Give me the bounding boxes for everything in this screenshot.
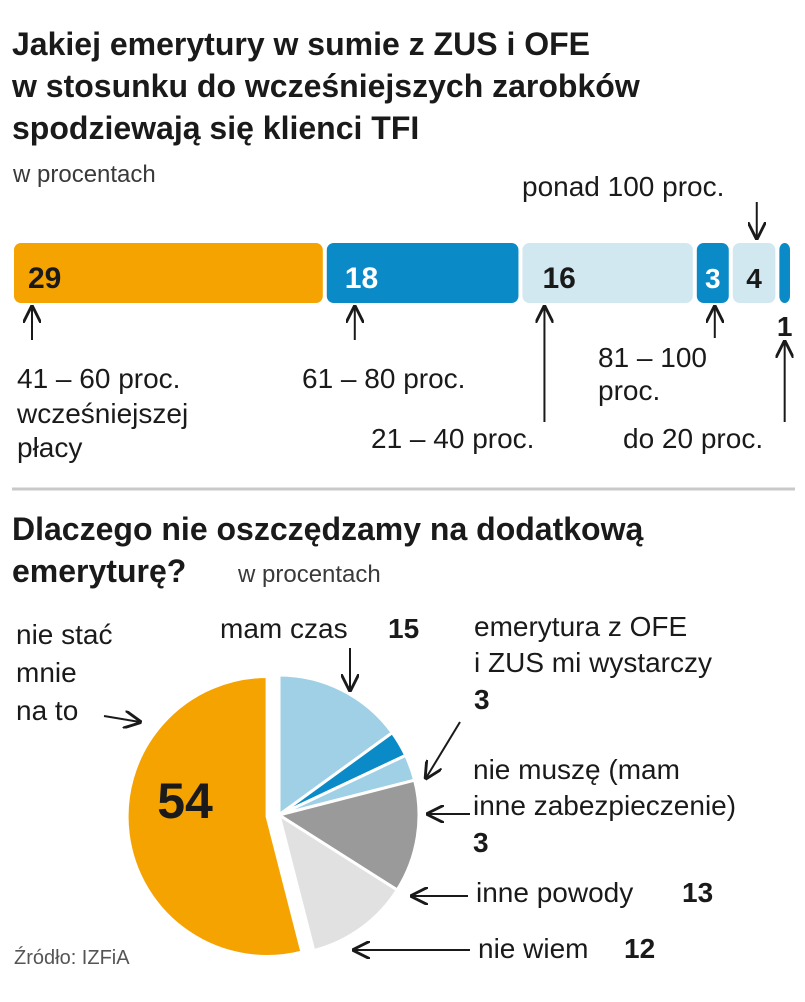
bar-category-label: 21 – 40 proc. <box>371 423 534 454</box>
pie-slice-6 <box>276 811 400 953</box>
pie-slice-1 <box>125 675 304 958</box>
bar-value-label: 4 <box>746 263 762 294</box>
pie-slice-label: inne zabezpieczenie) <box>473 790 736 821</box>
pie-chart-subtitle: w procentach <box>237 561 381 588</box>
pie-arrows <box>103 648 470 950</box>
bar-category-label: ponad 100 proc. <box>522 171 724 202</box>
bar-value-label: 3 <box>705 263 721 294</box>
bar-value-label: 1 <box>777 311 793 342</box>
pie-labels: 54 nie stać mnie na to mam czas 15 emerytura z… <box>16 611 736 964</box>
bar-chart-subtitle: w procentach <box>12 161 156 188</box>
pie-slice-label: nie stać <box>16 619 113 650</box>
bar-chart-title-line-2: w stosunku do wcześniejszych zarobków <box>11 68 640 104</box>
pie-slice-label: mnie <box>16 657 77 688</box>
bar-arrows <box>32 202 785 422</box>
pie-value-label: 3 <box>474 684 490 715</box>
pie-slice-label: nie muszę (mam <box>473 754 680 785</box>
bar-segment-3 <box>522 243 693 303</box>
bar-value-label: 16 <box>542 262 575 295</box>
bar-category-label: 41 – 60 proc. <box>17 363 180 394</box>
pie-slice-label: mam czas <box>220 613 348 644</box>
pie-chart: Dlaczego nie oszczędzamy na dodatkową em… <box>12 511 736 964</box>
bar-category-label: do 20 proc. <box>623 423 763 454</box>
bar-segment-1 <box>14 243 323 303</box>
pie-chart-title-line-1: Dlaczego nie oszczędzamy na dodatkową <box>12 511 643 547</box>
bar-category-label: 81 – 100 <box>598 342 707 373</box>
pie-value-label: 12 <box>624 933 655 964</box>
pie-slice-label: na to <box>16 695 78 726</box>
bar-segment-4 <box>696 243 729 303</box>
bar-chart-title-line-1: Jakiej emerytury w sumie z ZUS i OFE <box>12 26 590 62</box>
bar-category-label: wcześniejszej <box>16 398 188 429</box>
bar-segment-2 <box>326 243 519 303</box>
bar-chart-title-line-3: spodziewają się klienci TFI <box>12 110 419 146</box>
bar-segment-6 <box>779 243 790 303</box>
bar-category-label: proc. <box>598 375 660 406</box>
pie-slice-label: nie wiem <box>478 933 588 964</box>
pie-slice-5 <box>275 778 421 893</box>
pie-slice-label: i ZUS mi wystarczy <box>474 647 712 678</box>
arrow-icon <box>426 721 461 778</box>
bar-value-label: 29 <box>28 262 61 295</box>
pie-slices <box>125 673 421 958</box>
bar-category-label: 61 – 80 proc. <box>302 363 465 394</box>
bar-segments <box>14 243 790 303</box>
pie-slice-label: inne powody <box>476 877 633 908</box>
bar-chart: Jakiej emerytury w sumie z ZUS i OFE w s… <box>11 26 792 463</box>
bar-segment-5 <box>732 243 776 303</box>
arrow-right-icon <box>103 716 140 722</box>
pie-slice-label: emerytura z OFE <box>474 611 687 642</box>
pie-value-label: 54 <box>157 773 213 829</box>
source-note: Źródło: IZFiA <box>14 946 130 969</box>
bar-values: 29 18 16 3 41 <box>28 262 792 342</box>
bar-value-label: 18 <box>345 262 378 295</box>
pie-chart-title-line-2: emeryturę? <box>12 553 186 589</box>
bar-category-label: płacy <box>17 432 82 463</box>
pie-value-label: 3 <box>473 827 489 858</box>
pie-value-label: 13 <box>682 877 713 908</box>
pie-value-label: 15 <box>388 613 419 644</box>
